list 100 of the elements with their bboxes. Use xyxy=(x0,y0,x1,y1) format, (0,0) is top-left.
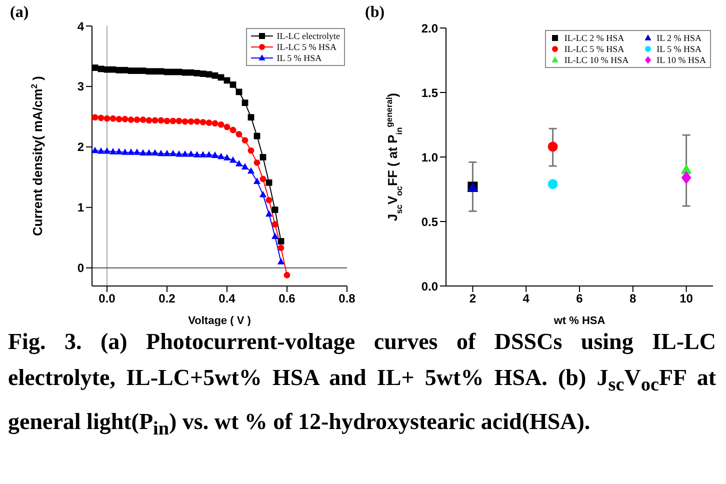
point xyxy=(169,150,177,156)
point xyxy=(200,118,206,126)
x-tick-label: 4 xyxy=(522,292,530,306)
point xyxy=(548,142,558,152)
y-tick-label: 0.5 xyxy=(421,214,438,229)
y-tick-label: 2 xyxy=(77,140,84,154)
point xyxy=(266,179,272,186)
point xyxy=(223,154,231,160)
point xyxy=(181,150,189,157)
point xyxy=(259,190,267,198)
point xyxy=(272,206,278,214)
point xyxy=(187,150,195,157)
legend-label: IL-LC 5 % HSA xyxy=(276,42,337,52)
point xyxy=(133,148,141,155)
point xyxy=(182,118,188,125)
legend-label: IL-LC electrolyte xyxy=(276,31,340,41)
point xyxy=(230,126,236,134)
y-tick-label: 4 xyxy=(77,19,84,34)
y-tick-label: 2.0 xyxy=(421,21,438,36)
point xyxy=(211,152,219,158)
point xyxy=(164,118,170,124)
y-tick-label: 0.0 xyxy=(421,279,438,294)
x-tick-label: 0.6 xyxy=(278,292,296,306)
point xyxy=(277,258,285,264)
point xyxy=(170,118,176,124)
x-tick-label: 6 xyxy=(576,292,584,306)
x-tick-label: 0.2 xyxy=(158,292,176,306)
legend-label: IL 10 % HSA xyxy=(656,55,706,65)
point xyxy=(157,150,165,156)
point xyxy=(681,171,692,184)
point xyxy=(127,148,135,155)
point xyxy=(242,100,248,106)
point xyxy=(194,118,200,125)
point xyxy=(253,178,261,184)
point xyxy=(103,147,111,154)
legend-label: IL 5 % HSA xyxy=(276,53,322,63)
point xyxy=(217,152,225,160)
point xyxy=(247,167,255,174)
x-axis-title: Voltage ( V ) xyxy=(188,315,252,327)
point xyxy=(146,117,152,124)
point xyxy=(205,150,213,158)
point xyxy=(218,121,224,128)
point xyxy=(271,232,279,239)
point xyxy=(224,77,230,84)
point xyxy=(224,124,230,130)
point xyxy=(92,146,99,154)
point xyxy=(158,117,164,124)
chart-title: (a) xyxy=(10,4,29,22)
point xyxy=(175,150,183,157)
text: Fig. 3. (a) Photocurrent-voltage curves of DSSCs using IL-LC electrolyte, IL-LC+5wt% HSA and IL+ 5wt% HSA. (b) J$_{sc}$V$_{oc}$FF at general light(P$_{in}$) vs. wt % of 12-hydroxystearic acid(HSA). xyxy=(8,329,716,440)
point xyxy=(176,118,182,124)
x-tick-label: 0.8 xyxy=(338,292,356,306)
point xyxy=(199,150,207,158)
y-tick-label: 3 xyxy=(77,80,84,94)
x-tick-label: 0.4 xyxy=(218,292,236,306)
point xyxy=(548,179,558,190)
point xyxy=(188,118,194,125)
x-tick-label: 2 xyxy=(469,292,476,306)
legend-label: IL 2 % HSA xyxy=(656,33,702,43)
point xyxy=(134,116,140,123)
point xyxy=(151,149,159,156)
point xyxy=(266,196,272,204)
point xyxy=(193,150,201,158)
point xyxy=(109,148,117,154)
legend-label: IL-LC 5 % HSA xyxy=(564,44,624,54)
point xyxy=(229,156,237,163)
point xyxy=(110,115,116,122)
point xyxy=(122,116,128,122)
point xyxy=(248,147,254,154)
point xyxy=(116,116,122,122)
y-tick-label: 1 xyxy=(77,200,84,215)
point xyxy=(278,244,284,252)
x-axis-title: wt % HSA xyxy=(552,315,606,327)
point xyxy=(92,114,98,120)
legend-label: IL 5 % HSA xyxy=(656,44,702,54)
point xyxy=(272,221,278,228)
x-tick-label: 10 xyxy=(680,292,694,306)
y-tick-label: 1.5 xyxy=(421,86,438,100)
point xyxy=(98,114,104,122)
point xyxy=(145,149,153,156)
point xyxy=(254,159,260,166)
point xyxy=(128,116,134,123)
point xyxy=(236,88,242,96)
legend-label: IL-LC 2 % HSA xyxy=(564,33,624,43)
point xyxy=(260,176,266,182)
point xyxy=(92,64,98,71)
point xyxy=(284,272,290,278)
point xyxy=(152,117,158,124)
point xyxy=(278,238,284,244)
point xyxy=(97,147,105,154)
point xyxy=(104,115,110,122)
point xyxy=(248,114,254,120)
point xyxy=(212,120,218,127)
x-tick-label: 0.0 xyxy=(98,292,116,306)
point xyxy=(121,148,129,155)
point xyxy=(236,131,242,138)
point xyxy=(206,120,212,126)
point xyxy=(260,154,266,160)
point xyxy=(163,150,171,156)
point xyxy=(265,210,273,217)
